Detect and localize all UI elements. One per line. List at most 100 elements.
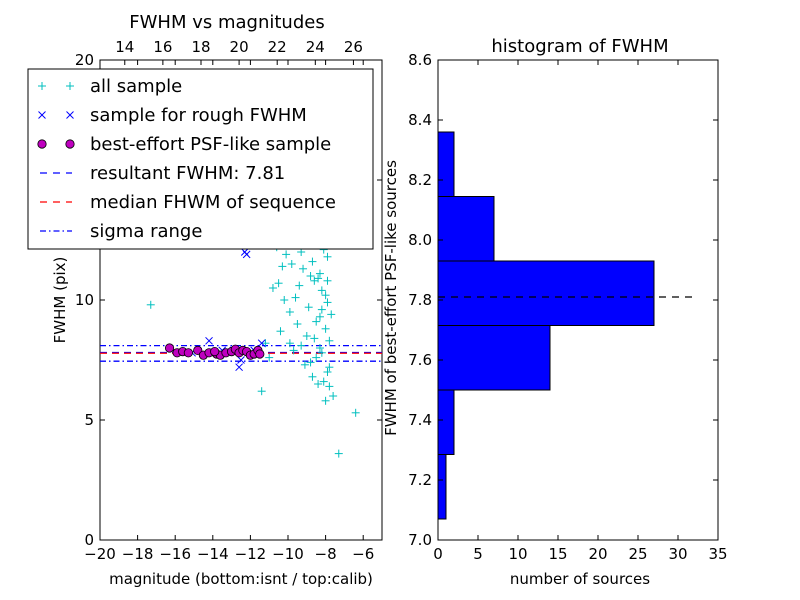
- histogram-bar-2: [437, 325, 551, 391]
- data-point-0-32: [289, 346, 298, 355]
- legend-label: resultant FWHM: 7.81: [90, 163, 285, 184]
- data-point-0-12: [302, 332, 311, 340]
- data-point-2-19: [210, 346, 220, 357]
- legend-items: all sample sample for rough FWHM best-effo…: [37, 76, 336, 242]
- x-tick-label: 35: [708, 545, 727, 563]
- histogram-bar-4: [437, 196, 495, 262]
- data-point-0-19: [321, 324, 330, 333]
- data-point-0-25: [304, 303, 313, 312]
- scatter-title: FWHM vs magnitudes: [129, 12, 324, 33]
- scatter-x-ticks: −20 −18 −16 −14 −12 −10 −8 −6: [84, 60, 374, 563]
- y-tick-label: 8.2: [408, 171, 432, 189]
- top-tick-label: 18: [191, 38, 210, 56]
- x-b: [205, 336, 213, 345]
- legend-item-3: resultant FWHM: 7.81: [40, 163, 285, 184]
- data-point-0-8: [285, 308, 294, 316]
- histogram-bar-3: [437, 260, 655, 326]
- legend-marker: [66, 111, 74, 119]
- legend-item-0: all sample: [38, 76, 182, 97]
- data-point-0-2: [261, 339, 270, 348]
- legend-item-2: best-effort PSF-like sample: [37, 134, 331, 155]
- scatter-y-label: FWHM (pix): [51, 257, 69, 344]
- data-point-0-43: [312, 317, 321, 326]
- y-tick-label: 8.6: [408, 51, 432, 69]
- data-point-0-5: [329, 392, 338, 400]
- data-point-0-41: [323, 276, 332, 285]
- y-tick-label: 5: [84, 411, 94, 429]
- data-point-0-6: [274, 279, 283, 288]
- data-point-0-16: [315, 312, 324, 321]
- x-tick-label: −20: [84, 545, 116, 563]
- x-tick-label: 0: [433, 545, 443, 563]
- x-tick-label: −14: [197, 545, 229, 563]
- x-b: [257, 339, 266, 348]
- x-tick-label: −10: [272, 545, 304, 563]
- scatter-points: [146, 236, 360, 458]
- data-point-0-44: [295, 281, 304, 290]
- data-point-0-38: [325, 382, 334, 391]
- histogram-bar-5: [437, 131, 455, 197]
- y-tick-label: 20: [75, 51, 94, 69]
- data-point-0-47: [306, 358, 315, 367]
- data-point-0-27: [291, 293, 300, 302]
- data-point-0-58: [321, 291, 330, 300]
- y-tick-label: 8.0: [408, 231, 432, 249]
- data-point-0-31: [276, 327, 285, 336]
- histogram-bar-1: [437, 389, 455, 455]
- scatter-reference-lines: [100, 344, 382, 362]
- data-point-0-3: [334, 449, 343, 458]
- data-point-0-42: [325, 336, 334, 345]
- data-point-2-18: [255, 349, 265, 359]
- data-point-0-9: [287, 260, 296, 268]
- data-point-0-49: [317, 305, 326, 314]
- legend-frame: [27, 68, 374, 250]
- histogram-bars: [437, 131, 655, 520]
- histogram-panel: 0 5 10 15 20 25 30 35 7.0 7.2 7.4 7.6 7.8 8.0 8.2 8.4 8…: [382, 36, 728, 588]
- data-point-0-48: [297, 341, 306, 350]
- legend-marker: [38, 82, 46, 90]
- data-point-1-2: [205, 336, 213, 345]
- legend-label: best-effort PSF-like sample: [90, 134, 331, 155]
- data-point-0-54: [323, 368, 332, 376]
- x-tick-label: 25: [628, 545, 647, 563]
- data-point-0-33: [300, 360, 309, 369]
- data-point-0-56: [285, 339, 294, 348]
- x-tick-label: 10: [508, 545, 527, 563]
- scatter-x-label: magnitude (bottom:isnt / top:calib): [109, 570, 373, 588]
- top-tick-label: 16: [153, 38, 172, 56]
- histogram-bar-0: [437, 454, 447, 520]
- legend-marker: [37, 139, 47, 149]
- top-tick-label: 20: [230, 38, 249, 56]
- y-tick-label: 7.4: [408, 411, 432, 429]
- x-tick-label: 20: [588, 545, 607, 563]
- data-point-0-52: [315, 344, 324, 352]
- x-tick-label: −12: [235, 545, 267, 563]
- top-tick-label: 24: [306, 38, 325, 56]
- top-tick-label: 22: [268, 38, 287, 56]
- histogram-title: histogram of FWHM: [491, 36, 668, 57]
- legend-marker: [65, 139, 75, 149]
- data-point-1-4: [237, 356, 245, 364]
- x-b: [235, 363, 243, 372]
- data-point-1-1: [242, 250, 251, 259]
- legend-label: median FHWM of sequence: [90, 192, 336, 213]
- x-b: [237, 356, 245, 364]
- data-point-0-59: [314, 274, 323, 283]
- scatter-legend: all sample sample for rough FWHM best-effo…: [27, 68, 374, 250]
- data-point-0-13: [306, 272, 315, 280]
- data-point-0-37: [321, 396, 330, 405]
- data-point-0-55: [310, 334, 319, 343]
- x-tick-label: 30: [668, 545, 687, 563]
- x-b: [66, 111, 74, 119]
- data-point-0-7: [280, 296, 289, 304]
- x-tick-label: 15: [548, 545, 567, 563]
- legend-label: sample for rough FWHM: [90, 105, 307, 126]
- data-point-0-53: [327, 310, 336, 319]
- data-point-0-4: [351, 408, 360, 417]
- data-point-0-10: [293, 320, 302, 328]
- histogram-y-label: FWHM of best-effort PSF-like sources: [382, 160, 400, 436]
- x-tick-label: −6: [352, 545, 374, 563]
- data-point-0-39: [315, 269, 324, 278]
